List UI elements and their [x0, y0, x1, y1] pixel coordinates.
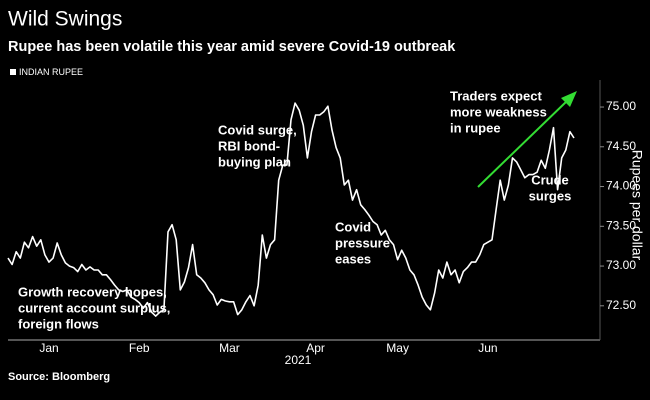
annotation: more weakness: [450, 104, 547, 119]
annotation: Covid: [335, 219, 371, 234]
x-tick-label: Mar: [219, 341, 240, 355]
x-tick-label: Feb: [129, 341, 150, 355]
annotation: buying plan: [218, 154, 291, 169]
annotation: eases: [335, 251, 371, 266]
x-tick-label: Jun: [478, 341, 497, 355]
annotation: RBI bond-: [218, 138, 280, 153]
annotation: Traders expect: [450, 88, 542, 103]
legend-label: INDIAN RUPEE: [19, 67, 83, 77]
year-label: 2021: [285, 353, 312, 367]
chart-subtitle: Rupee has been volatile this year amid s…: [8, 39, 456, 55]
annotation: Covid surge,: [218, 122, 297, 137]
y-axis-label: Rupees per dollar: [629, 150, 645, 261]
annotation: current account surplus,: [18, 300, 170, 315]
y-tick-label: 74.00: [606, 179, 636, 193]
y-tick-label: 73.00: [606, 258, 636, 272]
annotation: pressure: [335, 235, 390, 250]
annotation: surges: [529, 188, 572, 203]
y-tick-label: 74.50: [606, 139, 636, 153]
y-tick-label: 72.50: [606, 298, 636, 312]
chart-title: Wild Swings: [8, 8, 122, 31]
arrow-head: [561, 91, 577, 107]
y-tick-label: 73.50: [606, 218, 636, 232]
annotation: Growth recovery hopes,: [18, 284, 167, 299]
x-tick-label: Jan: [39, 341, 58, 355]
annotation: foreign flows: [18, 316, 99, 331]
y-tick-label: 75.00: [606, 99, 636, 113]
line-series: [7, 102, 575, 317]
annotation: in rupee: [450, 120, 501, 135]
legend-swatch: [10, 69, 16, 75]
x-tick-label: May: [386, 341, 409, 355]
trend-arrow: [477, 99, 569, 188]
source: Source: Bloomberg: [8, 371, 110, 383]
x-tick-label: Apr: [306, 341, 325, 355]
annotation: Crude: [531, 172, 569, 187]
